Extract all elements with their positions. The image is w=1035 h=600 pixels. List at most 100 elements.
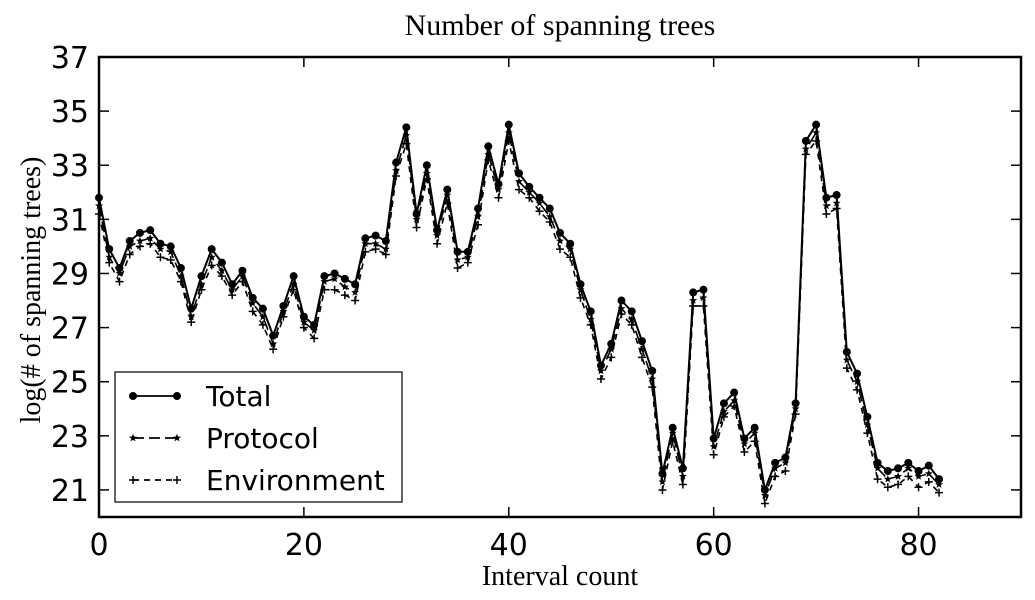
data-point — [781, 458, 790, 467]
data-point — [484, 150, 493, 158]
legend: Total Protocol Environment — [114, 371, 403, 503]
data-point — [238, 277, 247, 286]
data-point — [719, 399, 728, 408]
data-point — [258, 320, 267, 329]
data-point — [95, 209, 103, 218]
data-point — [422, 174, 431, 183]
data-point — [361, 247, 370, 256]
data-point — [935, 480, 943, 488]
data-point — [217, 272, 226, 281]
data-point — [340, 291, 349, 300]
data-point — [392, 166, 401, 174]
data-point — [402, 123, 411, 132]
data-point — [402, 139, 411, 148]
plot-area — [95, 55, 1023, 519]
data-point — [689, 296, 698, 304]
data-point — [853, 377, 862, 386]
data-point — [822, 201, 831, 210]
data-point — [515, 185, 524, 194]
legend-marker — [129, 392, 137, 400]
data-point — [371, 231, 380, 240]
data-point — [217, 258, 226, 267]
data-point — [474, 212, 482, 220]
data-point — [648, 383, 657, 392]
data-point — [217, 266, 226, 275]
data-point — [146, 234, 155, 242]
data-point — [545, 204, 554, 213]
data-point — [320, 285, 329, 294]
data-point — [177, 272, 185, 280]
data-point — [310, 326, 319, 334]
data-point — [812, 136, 821, 145]
data-point — [935, 475, 944, 484]
data-point — [371, 245, 380, 254]
data-point — [146, 239, 155, 248]
legend-items: Total Protocol Environment — [129, 380, 385, 497]
data-point — [166, 242, 175, 251]
data-point — [443, 190, 452, 199]
data-point — [361, 239, 370, 248]
data-point — [258, 312, 267, 321]
data-point — [730, 388, 739, 397]
data-point — [689, 301, 698, 310]
data-point — [463, 253, 472, 261]
data-point — [914, 483, 923, 492]
data-point — [156, 239, 165, 248]
legend-label: Total — [205, 380, 271, 413]
y-axis-label: log(# of spanning trees) — [16, 157, 47, 424]
data-point — [392, 172, 401, 181]
data-point — [166, 255, 175, 264]
data-point — [136, 236, 144, 245]
axis-ticks — [98, 56, 1021, 517]
data-point — [269, 345, 278, 354]
data-point — [873, 464, 882, 472]
data-point — [894, 472, 903, 480]
data-point — [781, 467, 790, 475]
data-point — [678, 480, 687, 489]
data-point — [648, 366, 657, 375]
data-point — [474, 220, 483, 229]
data-point — [412, 215, 421, 223]
data-point — [883, 483, 892, 492]
data-point — [535, 198, 544, 207]
data-point — [924, 477, 933, 486]
data-point — [453, 255, 462, 264]
data-point — [515, 177, 523, 185]
data-point — [914, 472, 923, 480]
data-point — [289, 280, 298, 288]
data-point — [586, 320, 595, 329]
x-tick-label: 20 — [285, 528, 323, 563]
data-point — [320, 277, 329, 285]
data-point — [566, 253, 575, 262]
data-point — [556, 245, 564, 254]
data-point — [566, 239, 575, 248]
data-point — [248, 299, 257, 307]
legend-box — [114, 371, 403, 503]
data-point — [340, 274, 349, 283]
y-tick-label: 23 — [51, 420, 89, 455]
data-point — [320, 272, 329, 281]
data-point — [740, 439, 749, 448]
data-point — [289, 272, 298, 281]
data-point — [627, 320, 636, 329]
data-point — [125, 237, 134, 245]
data-point — [771, 472, 780, 481]
data-point — [453, 264, 462, 273]
data-point — [699, 301, 708, 310]
data-point — [187, 312, 196, 321]
data-point — [115, 277, 124, 286]
data-point — [279, 307, 288, 315]
data-point — [801, 136, 810, 145]
data-point — [750, 428, 759, 437]
data-point — [668, 428, 677, 437]
data-point — [801, 150, 810, 159]
data-point — [760, 499, 769, 508]
data-point — [730, 396, 739, 404]
data-point — [310, 334, 319, 343]
data-point — [330, 285, 339, 294]
data-point — [812, 128, 821, 137]
data-point — [197, 285, 206, 294]
data-point — [238, 272, 247, 280]
data-point — [791, 399, 800, 408]
